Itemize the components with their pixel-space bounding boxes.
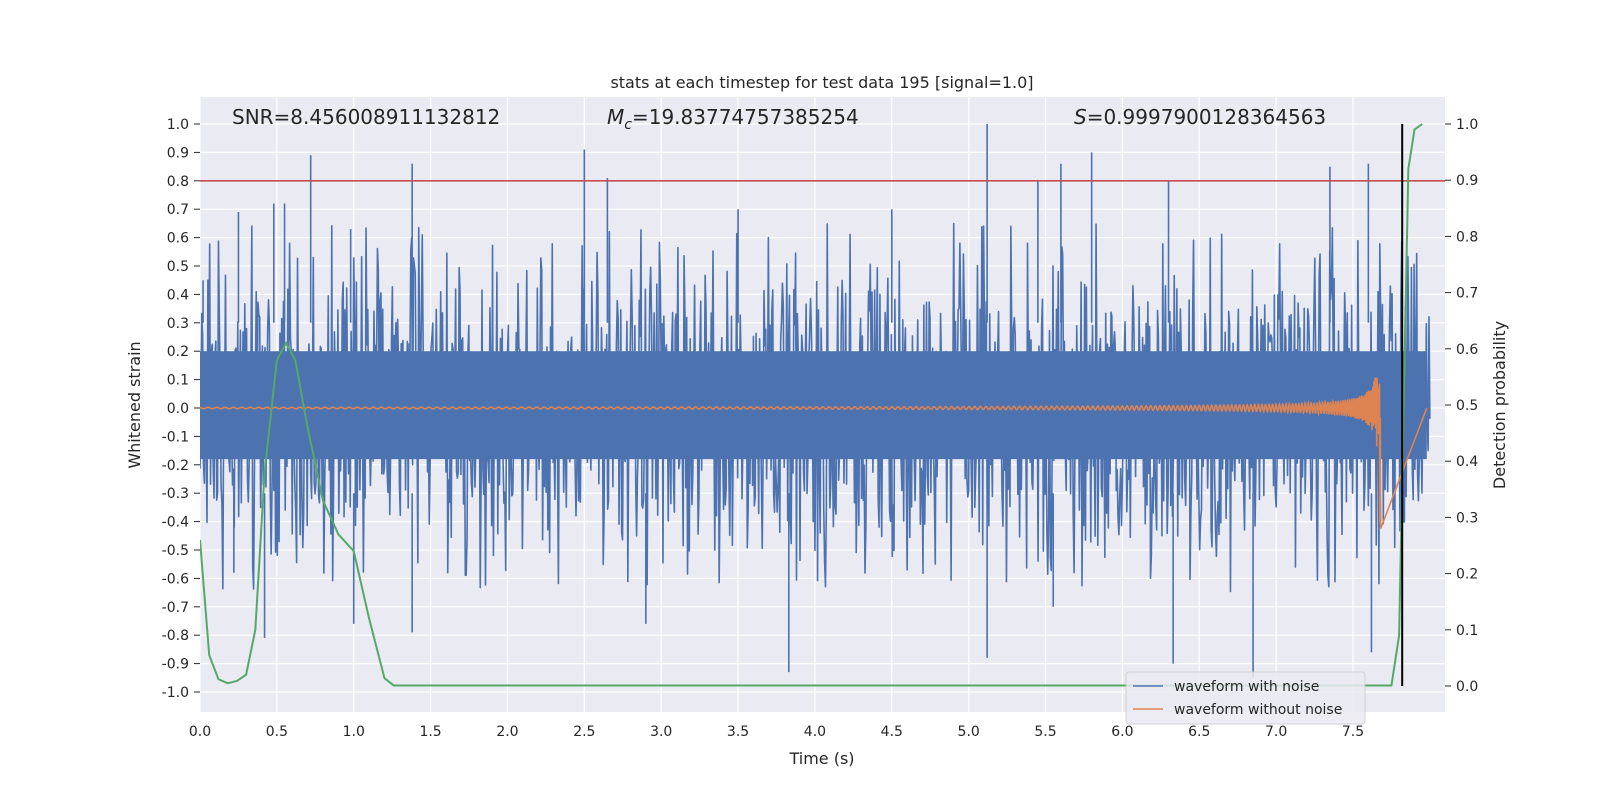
y2-tick-label: 0.5 <box>1456 398 1478 414</box>
x-tick-label: 1.0 <box>343 724 365 740</box>
y-tick-label: 0.1 <box>167 373 189 389</box>
y-tick-label: 0.0 <box>167 401 189 417</box>
y2-tick-label: 0.0 <box>1456 679 1478 695</box>
chirp-mass-symbol: M <box>607 105 624 129</box>
y2-tick-label: 0.6 <box>1456 342 1478 358</box>
x-tick-label: 5.5 <box>1034 724 1056 740</box>
y2-tick-label: 0.3 <box>1456 510 1478 526</box>
y-axis-label: Whitened strain <box>125 341 144 468</box>
y-tick-label: 0.4 <box>167 287 189 303</box>
y2-tick-label: 0.8 <box>1456 229 1478 245</box>
x-tick-label: 4.0 <box>804 724 826 740</box>
y-tick-label: -0.1 <box>162 429 189 445</box>
x-tick-label: 7.0 <box>1265 724 1287 740</box>
x-tick-label: 5.0 <box>958 724 980 740</box>
x-tick-label: 3.5 <box>727 724 749 740</box>
series-waveform-with-noise <box>200 124 1431 678</box>
y2-tick-label: 0.7 <box>1456 286 1478 302</box>
x-tick-label: 3.0 <box>650 724 672 740</box>
legend-box <box>1125 671 1366 725</box>
y2-tick-label: 0.2 <box>1456 567 1478 583</box>
y-tick-label: -0.4 <box>162 515 189 531</box>
ticks: 0.0 0.5 1.0 1.5 2.0 2.5 3.0 3.5 4.0 4.5 5.0 5.5 6.0 6… <box>162 117 1479 740</box>
series-detection-probability <box>200 123 1423 687</box>
y2-tick-label: 0.1 <box>1456 623 1478 639</box>
x-tick-label: 6.5 <box>1188 724 1210 740</box>
y-tick-label: 0.5 <box>167 259 189 275</box>
s-symbol: S <box>1074 105 1087 129</box>
y-tick-label: -0.6 <box>162 571 189 587</box>
series-waveform-without-noise <box>200 377 1428 529</box>
x-tick-label: 6.0 <box>1111 724 1133 740</box>
y-tick-label: -0.5 <box>162 543 189 559</box>
chart-title: stats at each timestep for test data 195… <box>610 73 1033 92</box>
y-tick-label: 0.9 <box>167 145 189 161</box>
y-tick-label: 0.6 <box>167 231 189 247</box>
y-tick-label: -0.7 <box>162 600 189 616</box>
y2-tick-label: 0.9 <box>1456 173 1478 189</box>
plot-layer <box>200 123 1445 687</box>
y-tick-label: 0.7 <box>167 202 189 218</box>
chirp-mass-annotation: Mc=19.83774757385254 <box>607 105 859 133</box>
y-tick-label: -0.3 <box>162 486 189 502</box>
legend-entry-clean: waveform without noise <box>1174 702 1342 718</box>
y2-tick-label: 1.0 <box>1456 117 1478 133</box>
x-tick-label: 0.0 <box>189 724 211 740</box>
y-tick-label: -0.2 <box>162 458 189 474</box>
x-tick-label: 2.5 <box>573 724 595 740</box>
x-tick-label: 0.5 <box>266 724 288 740</box>
y2-axis-label: Detection probability <box>1490 321 1509 489</box>
y-tick-label: 0.2 <box>167 344 189 360</box>
y-tick-label: 0.8 <box>167 174 189 190</box>
x-axis-label: Time (s) <box>788 749 854 768</box>
y-tick-label: -1.0 <box>162 685 189 701</box>
y-tick-label: -0.8 <box>162 628 189 644</box>
legend-entry-noise: waveform with noise <box>1174 679 1319 695</box>
x-tick-label: 7.5 <box>1342 724 1364 740</box>
y-tick-label: 1.0 <box>167 117 189 133</box>
chirp-mass-subscript: c <box>624 117 632 133</box>
s-annotation: S=0.9997900128364563 <box>1074 105 1326 129</box>
x-tick-label: 1.5 <box>419 724 441 740</box>
x-tick-label: 4.5 <box>881 724 903 740</box>
x-tick-label: 2.0 <box>496 724 518 740</box>
noise-core-band <box>200 351 1427 460</box>
y2-tick-label: 0.4 <box>1456 454 1478 470</box>
legend: waveform with noise waveform without noi… <box>1125 671 1366 725</box>
snr-annotation: SNR=8.456008911132812 <box>232 105 500 129</box>
chirp-mass-value: =19.83774757385254 <box>632 105 859 129</box>
y-tick-label: 0.3 <box>167 316 189 332</box>
y-tick-label: -0.9 <box>162 657 189 673</box>
s-value: =0.9997900128364563 <box>1087 105 1326 129</box>
